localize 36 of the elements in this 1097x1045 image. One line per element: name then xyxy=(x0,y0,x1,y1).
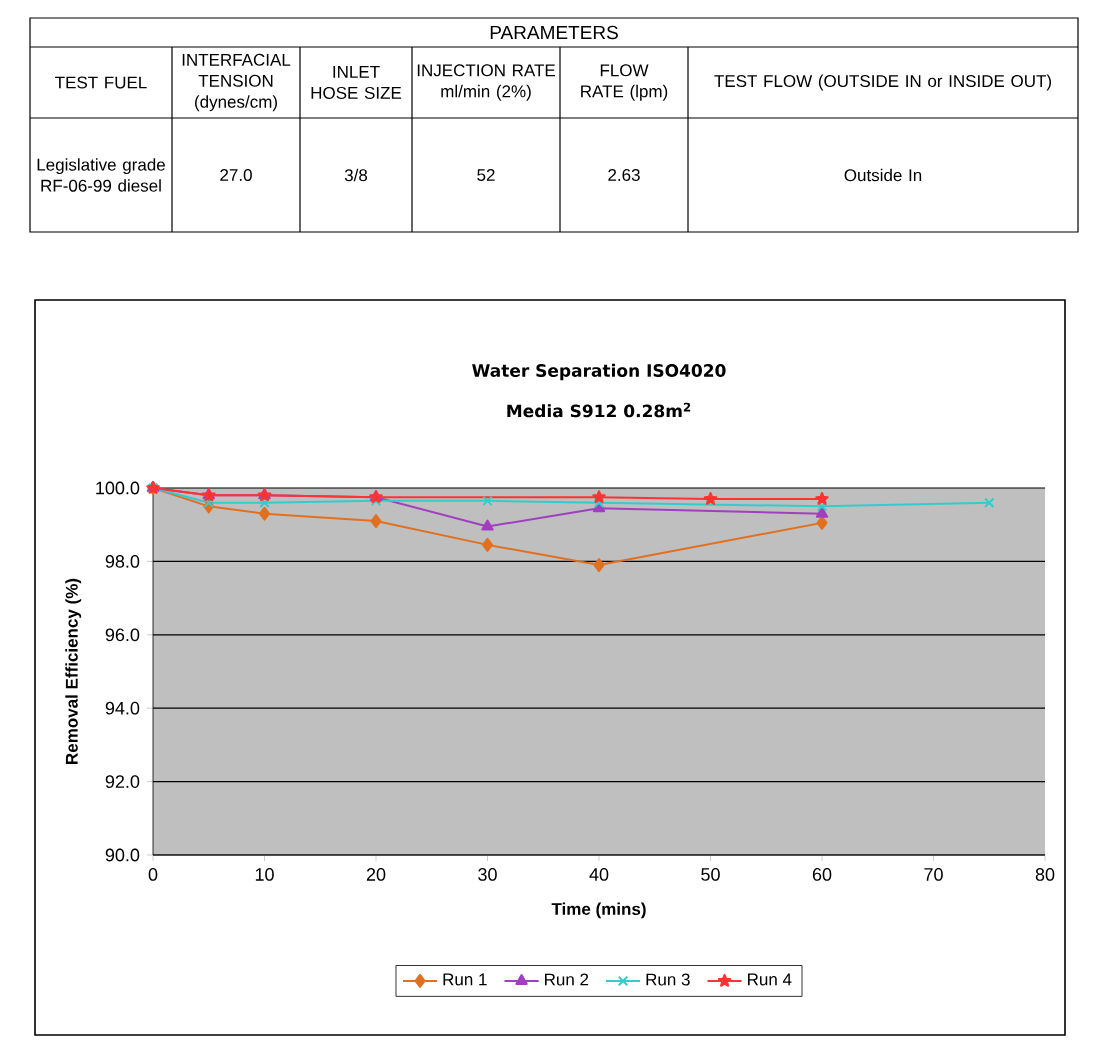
x-tick-label: 70 xyxy=(924,868,943,881)
y-tick-label: 94.0 xyxy=(105,701,140,715)
x-tick-label: 0 xyxy=(148,868,158,881)
y-tick-label: 92.0 xyxy=(105,775,140,788)
y-tick-label: 100.0 xyxy=(96,481,140,495)
text: INLET HOSE SIZE xyxy=(311,66,402,99)
y-tick-label: 96.0 xyxy=(105,628,140,642)
text: PARAMETERS xyxy=(490,25,618,40)
x-tick-label: 30 xyxy=(478,868,497,881)
y-tick-label: 90.0 xyxy=(105,848,140,862)
text: Legislative grade RF-06-99 diesel xyxy=(37,158,165,192)
chart-title: Water Separation ISO4020 xyxy=(472,363,726,381)
text: Outside In xyxy=(844,168,922,182)
legend-label: Run 1 xyxy=(443,973,487,986)
x-axis-title: Time (mins) xyxy=(551,902,646,919)
legend-label: Run 2 xyxy=(545,973,589,986)
x-tick-label: 60 xyxy=(812,868,832,881)
x-tick-label: 20 xyxy=(366,868,386,881)
y-tick-label: 98.0 xyxy=(105,555,140,568)
text: INTERFACIAL TENSION (dynes/cm) xyxy=(182,53,291,112)
y-axis-title: Removal Efficiency (%) xyxy=(65,578,82,764)
x-tick-label: 40 xyxy=(589,868,609,881)
legend-label: Run 3 xyxy=(646,973,690,986)
x-tick-label: 80 xyxy=(1035,868,1055,881)
legend-label: Run 4 xyxy=(748,973,792,986)
text: 52 xyxy=(477,168,495,181)
text: INJECTION RATE ml/min (2%) xyxy=(417,64,556,101)
text: TEST FLOW (OUTSIDE IN or INSIDE OUT) xyxy=(714,74,1052,91)
text: 3/8 xyxy=(344,168,368,182)
x-tick-label: 50 xyxy=(701,868,720,881)
text: 2.63 xyxy=(608,168,640,181)
text: FLOW RATE (lpm) xyxy=(581,64,668,101)
text: 27.0 xyxy=(220,168,252,181)
x-tick-label: 10 xyxy=(255,868,274,881)
chart-subtitle: Media S912 0.28m$^{2}$ xyxy=(507,402,691,418)
text: TEST FUEL xyxy=(55,76,147,89)
